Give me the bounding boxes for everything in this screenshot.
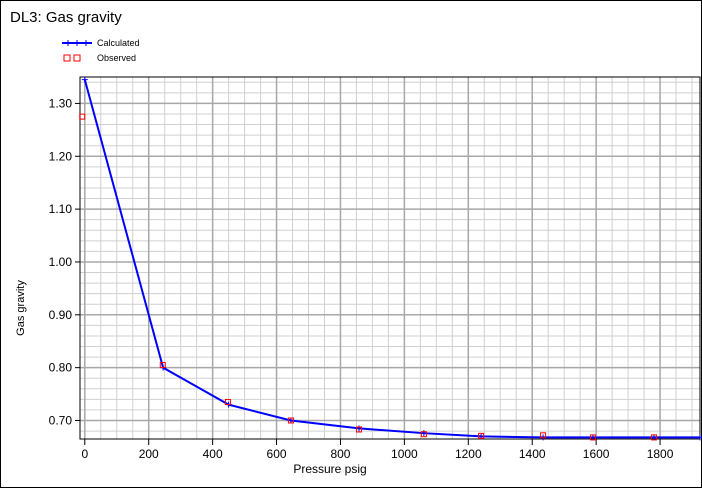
legend-swatch [63, 54, 71, 62]
point [224, 399, 231, 406]
point [79, 113, 86, 120]
x-tick-label: 0 [81, 447, 88, 461]
y-axis-label: Gas gravity [15, 280, 27, 336]
y-tick-label: 0.90 [49, 308, 73, 322]
x-axis-label: Pressure psig [293, 462, 366, 476]
y-tick-label: 0.80 [49, 361, 73, 375]
point [540, 432, 547, 439]
x-tick-label: 400 [203, 447, 223, 461]
point [650, 434, 657, 441]
x-tick-label: 800 [330, 447, 350, 461]
y-tick-label: 1.30 [49, 96, 73, 110]
point [81, 76, 88, 83]
point [478, 432, 485, 439]
legend-label: Observed [97, 53, 136, 63]
point [697, 434, 702, 441]
point [589, 434, 596, 441]
y-tick-label: 0.70 [49, 414, 73, 428]
y-tick-label: 1.10 [49, 202, 73, 216]
point [287, 417, 294, 424]
x-tick-label: 600 [267, 447, 287, 461]
legend-label: Calculated [97, 38, 140, 48]
x-tick-label: 1600 [583, 447, 610, 461]
plot-border [79, 76, 701, 440]
x-tick-label: 1800 [647, 447, 674, 461]
point [420, 431, 427, 438]
x-tick-label: 1200 [455, 447, 482, 461]
x-tick-label: 200 [139, 447, 159, 461]
y-tick-label: 1.20 [49, 149, 73, 163]
point [159, 362, 166, 369]
x-tick-label: 1000 [391, 447, 418, 461]
point [356, 426, 362, 433]
legend-swatch [73, 54, 81, 62]
chart-title: DL3: Gas gravity [10, 9, 122, 26]
y-tick-label: 1.00 [49, 255, 73, 269]
x-tick-label: 1400 [519, 447, 546, 461]
